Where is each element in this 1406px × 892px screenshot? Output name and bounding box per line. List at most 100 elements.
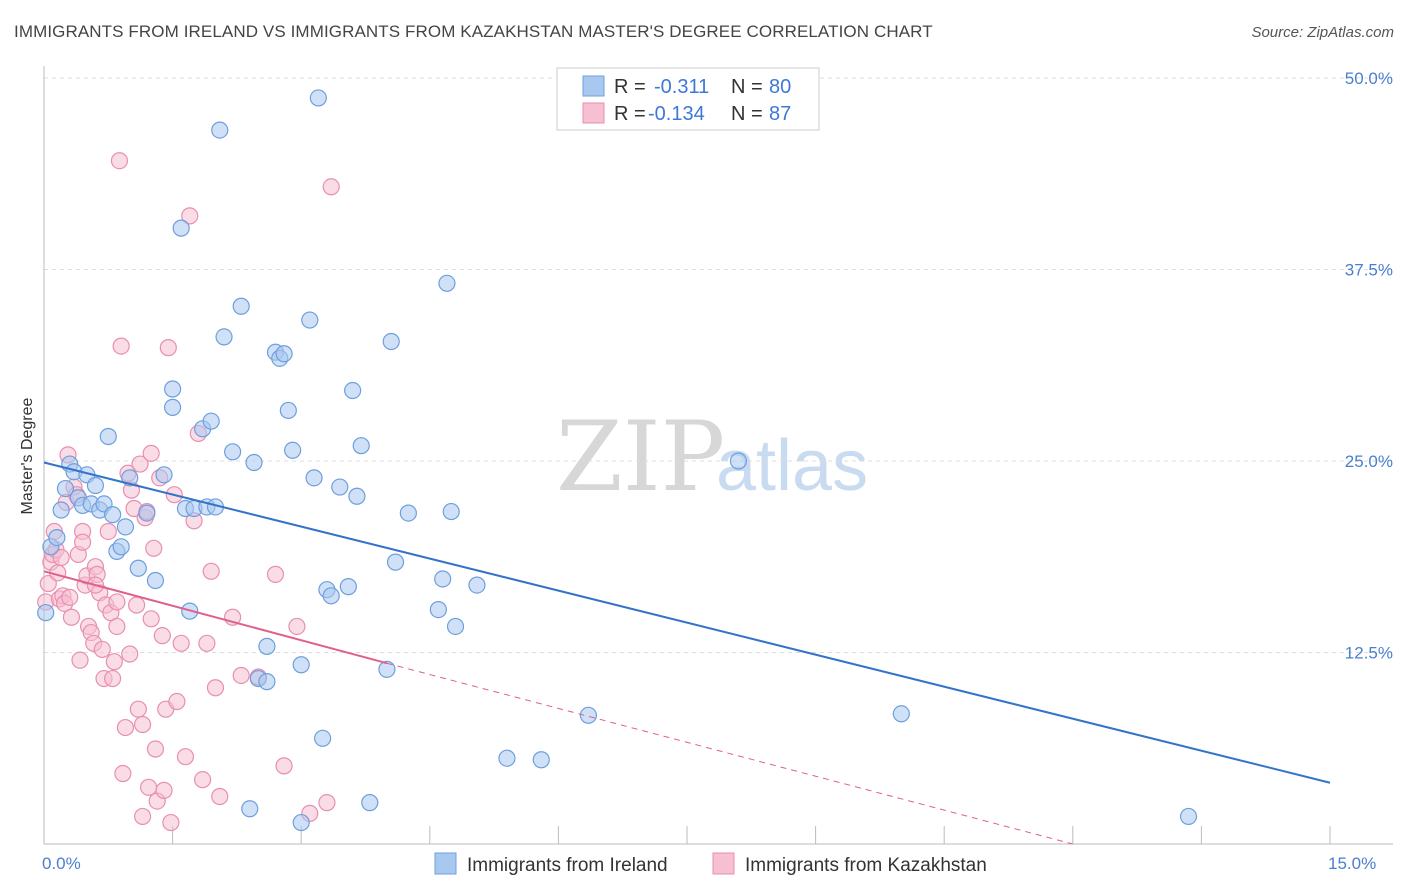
ireland-point (211, 121, 229, 139)
ireland-point (172, 219, 190, 237)
ireland-point (284, 441, 302, 459)
x-tick-label-min: 0.0% (42, 854, 81, 873)
bottom-legend-label-kazakhstan: Immigrants from Kazakhstan (745, 855, 987, 876)
ireland-point (331, 478, 349, 496)
ireland-point (348, 487, 366, 505)
kazakhstan-point (162, 813, 180, 832)
kazakhstan-point (39, 574, 57, 593)
ireland-point (429, 601, 447, 619)
ireland-point (344, 381, 362, 400)
ireland-point (468, 576, 486, 594)
ireland-point (275, 345, 293, 363)
ireland-point (202, 412, 220, 430)
ireland-point (258, 673, 276, 691)
axis-layer (43, 66, 1393, 845)
kazakhstan-point (73, 533, 92, 551)
ireland-point (37, 604, 55, 622)
ireland-point (446, 617, 465, 636)
kazakhstan-point (153, 627, 171, 645)
kazakhstan-point (198, 634, 216, 652)
kazakhstan-point (168, 692, 186, 711)
kazakhstan-point (71, 651, 89, 669)
legend-box: R = -0.311 N = 80 R = -0.134 N = 87 (556, 67, 820, 131)
ireland-point (138, 504, 156, 522)
kazakhstan-point (206, 679, 225, 697)
kazakhstan-point (108, 617, 126, 636)
kazakhstan-point (99, 522, 117, 541)
y-axis-label: Master's Degree (19, 397, 36, 514)
kazakhstan-point (121, 645, 139, 663)
ireland-point (1179, 807, 1198, 826)
kazakhstan-point (288, 617, 306, 636)
ireland-point (48, 528, 66, 547)
chart-source: Source: ZipAtlas.com (1251, 24, 1394, 41)
kazakhstan-point (176, 748, 195, 766)
kazakhstan-point (105, 653, 123, 671)
kazakhstan-point (110, 152, 129, 170)
kazakhstan-point (129, 700, 147, 718)
ireland-point (399, 504, 417, 522)
legend-n-value-ireland: 80 (769, 76, 791, 98)
ireland-point (442, 502, 460, 521)
kazakhstan-point (142, 444, 160, 462)
kazakhstan-point (114, 764, 132, 783)
kazakhstan-point (159, 339, 177, 357)
kazakhstan-point (181, 207, 199, 225)
legend-swatch-ireland (582, 75, 605, 97)
legend-swatch-kazakhstan (582, 102, 605, 124)
legend-r-value-ireland: -0.311 (654, 76, 709, 98)
ireland-point (498, 749, 516, 767)
ireland-point (56, 479, 75, 498)
ireland-point (164, 398, 182, 416)
trend-layer (43, 461, 1331, 845)
ireland-point (224, 443, 242, 461)
kazakhstan-point (145, 539, 163, 557)
kazakhstan-point (202, 562, 220, 580)
ireland-point (301, 311, 319, 329)
kazakhstan-point (108, 593, 126, 611)
ireland-point (155, 466, 173, 484)
bottom-legend-label-ireland: Immigrants from Ireland (467, 855, 668, 876)
ireland-point (434, 570, 452, 588)
ireland-point (438, 274, 456, 292)
ireland-point (382, 332, 400, 351)
chart-title: IMMIGRANTS FROM IRELAND VS IMMIGRANTS FR… (14, 22, 933, 41)
kazakhstan-point (142, 610, 160, 628)
kazakhstan-point (61, 588, 79, 606)
ireland-point (146, 571, 165, 590)
kazakhstan-point (116, 718, 135, 737)
ireland-point (309, 89, 327, 107)
kazakhstan-point (112, 337, 130, 355)
ireland-point (86, 476, 105, 495)
ytick-layer: 12.5% 25.0% 37.5% 50.0% (1345, 69, 1393, 663)
kazakhstan-point (133, 715, 152, 734)
y-tick-label: 50.0% (1345, 69, 1393, 88)
ireland-point (322, 587, 340, 605)
legend-r-label-ireland: R = (614, 76, 646, 98)
ireland-point (99, 427, 117, 446)
legend-r-label-kazakhstan: R = (614, 103, 646, 125)
watermark: ZIP atlas (556, 401, 868, 513)
ireland-point (258, 637, 276, 655)
kazakhstan-trend-extension (386, 662, 1073, 845)
ireland-point (378, 660, 396, 678)
kazakhstan-point (318, 794, 336, 812)
kazakhstan-point (139, 778, 158, 796)
legend-n-label-kazakhstan: N = (731, 103, 763, 125)
kazakhstan-point (93, 640, 111, 659)
legend-r-value-kazakhstan: -0.134 (648, 103, 705, 125)
watermark-zip: ZIP (556, 401, 725, 513)
bottom-legend-swatch-kazakhstan (712, 852, 735, 875)
ireland-trend-line (43, 461, 1331, 784)
ireland-point (245, 453, 263, 472)
kazakhstan-point (52, 548, 70, 567)
ireland-point (305, 469, 323, 487)
kazakhstan-point (266, 565, 285, 583)
ireland-point (579, 706, 598, 724)
kazakhstan-point (194, 771, 212, 789)
ireland-point (361, 794, 379, 812)
kazakhstan-trend-line (43, 570, 388, 665)
ireland-point (52, 501, 70, 519)
bottom-legend: Immigrants from Ireland Immigrants from … (434, 852, 987, 876)
